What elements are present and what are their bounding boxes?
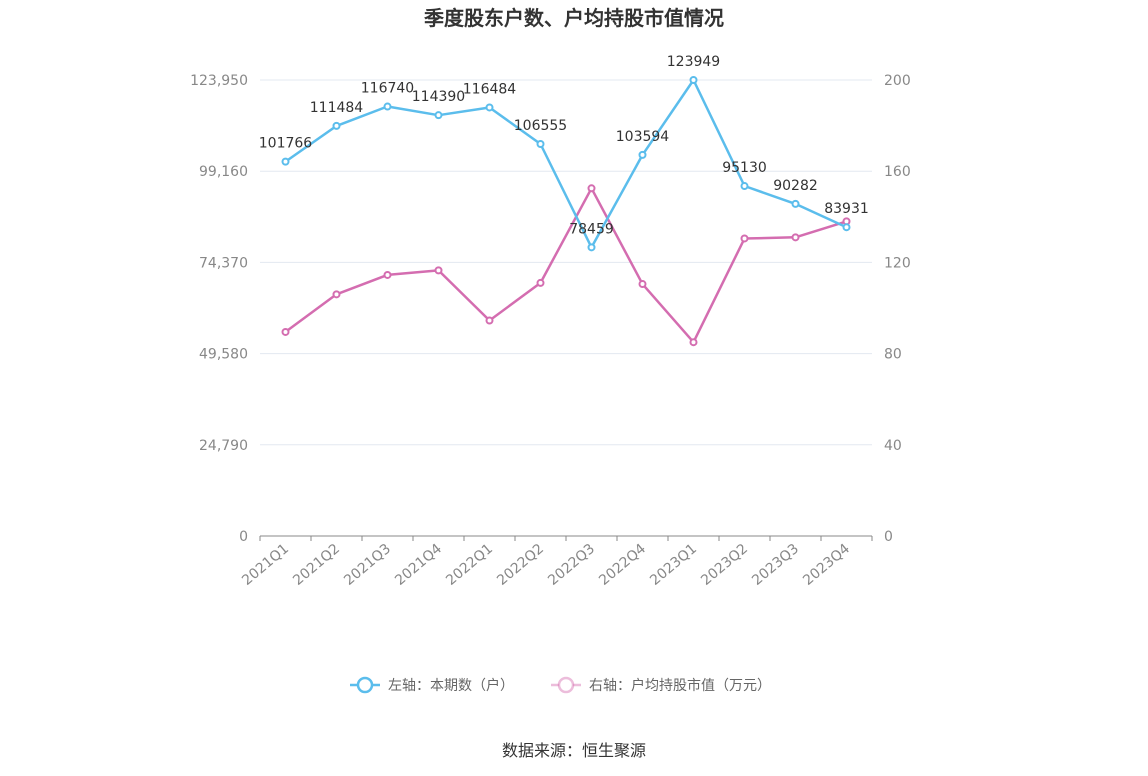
data-label: 114390 — [412, 89, 465, 105]
left-axis-tick-label: 123,950 — [190, 73, 248, 89]
x-axis-tick-label: 2021Q2 — [290, 541, 343, 589]
left-series-line — [284, 78, 848, 249]
data-label: 106555 — [514, 118, 567, 134]
right-axis-tick-label: 80 — [884, 347, 902, 363]
data-label: 95130 — [722, 160, 767, 176]
legend-label: 左轴：本期数（户） — [388, 677, 514, 694]
data-label: 111484 — [310, 100, 364, 116]
left-series-point — [383, 102, 392, 111]
data-label: 123949 — [667, 54, 720, 70]
legend[interactable]: 左轴：本期数（户） 右轴：户均持股市值（万元） — [350, 676, 771, 694]
data-label: 101766 — [259, 136, 313, 152]
left-axis-tick-label: 0 — [239, 529, 248, 545]
data-label: 116484 — [463, 81, 517, 97]
right-axis-tick-label: 160 — [884, 164, 911, 180]
right-series-point — [740, 234, 749, 243]
data-label: 116740 — [361, 81, 414, 97]
left-series-point — [587, 243, 596, 252]
x-axis-tick-label: 2023Q3 — [749, 541, 802, 589]
data-label: 90282 — [773, 178, 818, 194]
right-series-point — [536, 278, 545, 287]
right-series-point — [791, 233, 800, 242]
right-series-point — [281, 327, 290, 336]
chart-title: 季度股东户数、户均持股市值情况 — [423, 6, 724, 30]
x-axis-tick-label: 2022Q3 — [545, 541, 598, 589]
data-source: 数据来源：恒生聚源 — [502, 741, 646, 760]
x-axis-tick-label: 2023Q1 — [647, 541, 700, 589]
data-label: 83931 — [824, 201, 869, 217]
x-axis-tick-label: 2023Q2 — [698, 541, 751, 589]
data-label: 78459 — [569, 221, 614, 237]
left-series-point — [332, 121, 341, 130]
right-series-point — [383, 270, 392, 279]
legend-circle-icon — [557, 676, 575, 694]
right-series-point — [434, 266, 443, 275]
data-label: 103594 — [616, 129, 670, 145]
x-axis-tick-label: 2022Q2 — [494, 541, 547, 589]
legend-circle-icon — [356, 676, 374, 694]
right-series-point — [332, 290, 341, 299]
x-axis-tick-label: 2022Q1 — [443, 541, 496, 589]
series-lines — [281, 76, 851, 347]
x-axis-tick-label: 2021Q4 — [392, 541, 445, 589]
left-axis-tick-label: 49,580 — [199, 347, 248, 363]
left-series-point — [434, 111, 443, 120]
left-series-point — [791, 199, 800, 208]
right-series-point — [689, 338, 698, 347]
left-series-point — [281, 157, 290, 166]
x-axis-tick-label: 2021Q1 — [239, 541, 292, 589]
left-series-point — [689, 76, 698, 85]
left-axis-tick-label: 74,370 — [199, 255, 248, 271]
left-series-point — [842, 223, 851, 232]
right-series-point — [587, 184, 596, 193]
gridlines — [260, 79, 872, 446]
right-series-point — [485, 316, 494, 325]
right-axis-tick-label: 40 — [884, 438, 902, 454]
right-axis-tick-label: 0 — [884, 529, 893, 545]
left-series-point — [638, 150, 647, 159]
left-series-point — [740, 182, 749, 191]
left-series-point — [485, 103, 494, 112]
right-series-line — [284, 187, 847, 344]
right-series-point — [638, 280, 647, 289]
left-axis-tick-label: 24,790 — [199, 438, 248, 454]
left-axis-tick-label: 99,160 — [199, 164, 248, 180]
right-axis-tick-label: 120 — [884, 255, 911, 271]
x-axis-tick-label: 2022Q4 — [596, 541, 649, 589]
right-axis-tick-label: 200 — [884, 73, 911, 89]
legend-item-right-axis[interactable]: 右轴：户均持股市值（万元） — [551, 676, 771, 694]
legend-item-left-axis[interactable]: 左轴：本期数（户） — [350, 676, 514, 694]
x-axis-tick-label: 2023Q4 — [800, 541, 853, 589]
left-series-point — [536, 139, 545, 148]
legend-label: 右轴：户均持股市值（万元） — [589, 677, 771, 694]
x-axis-tick-label: 2021Q3 — [341, 541, 394, 589]
